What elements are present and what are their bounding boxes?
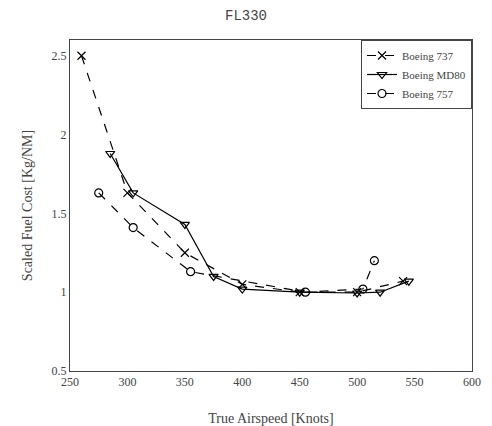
svg-text:Boeing 737: Boeing 737 (402, 50, 454, 62)
svg-text:Boeing MD80: Boeing MD80 (402, 69, 466, 81)
svg-text:1: 1 (61, 285, 67, 299)
svg-text:250: 250 (61, 375, 79, 389)
svg-text:550: 550 (406, 375, 424, 389)
svg-text:500: 500 (348, 375, 366, 389)
svg-text:2.5: 2.5 (52, 49, 67, 63)
svg-text:True Airspeed [Knots]: True Airspeed [Knots] (208, 411, 333, 426)
svg-text:2: 2 (61, 128, 67, 142)
svg-text:0.5: 0.5 (52, 364, 67, 378)
svg-text:300: 300 (118, 375, 136, 389)
svg-text:1.5: 1.5 (52, 207, 67, 221)
svg-text:Boeing 757: Boeing 757 (402, 88, 454, 100)
svg-text:400: 400 (233, 375, 251, 389)
svg-text:450: 450 (291, 375, 309, 389)
svg-text:Scaled Fuel Cost [Kg/NM]: Scaled Fuel Cost [Kg/NM] (20, 130, 35, 281)
svg-text:350: 350 (176, 375, 194, 389)
svg-text:600: 600 (463, 375, 481, 389)
svg-text:FL330: FL330 (225, 8, 267, 24)
